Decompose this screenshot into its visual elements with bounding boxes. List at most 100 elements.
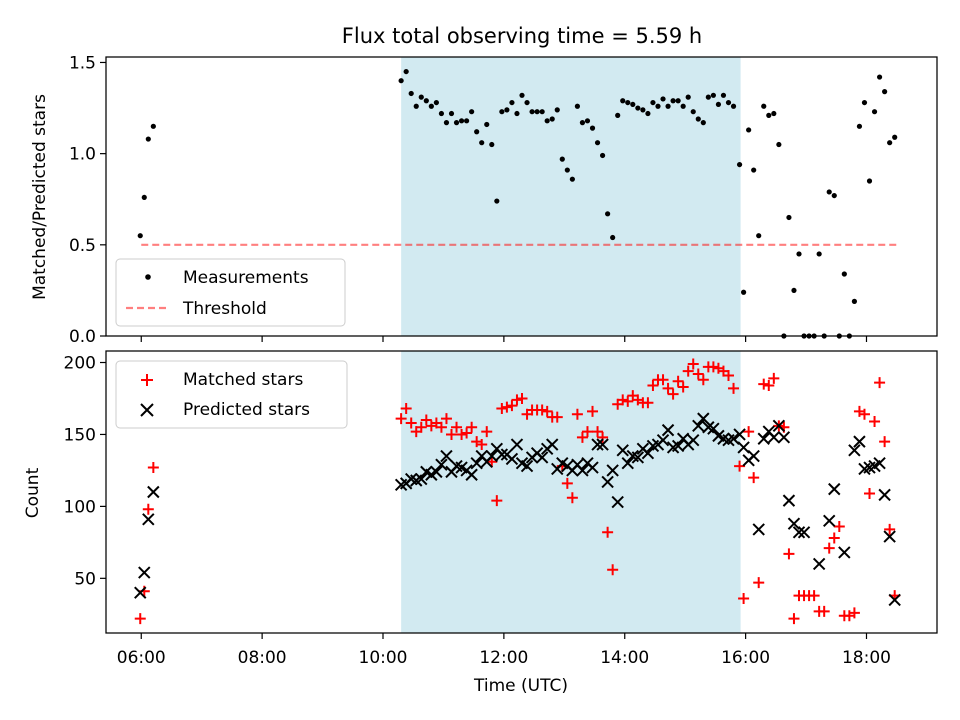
matched-star-point [758,378,770,390]
x-tick-label: 14:00 [600,648,649,668]
predicted-star-point [737,441,750,454]
predicted-star-point [485,449,498,463]
ratio-legend-box [115,258,346,327]
matched-star-point [783,548,795,560]
predicted-star-point [661,423,675,437]
matched-star-point [400,403,412,415]
predicted-star-point [546,438,559,451]
measurement-point [579,120,586,126]
measurement-point [150,123,156,129]
predicted-star-point [601,475,614,489]
matched-star-point [869,416,881,427]
measurement-point [645,110,651,117]
measurement-point [736,161,743,168]
matched-star-point [682,365,694,377]
predicted-star-point [440,449,453,463]
matched-star-point [763,380,775,392]
measurement-point [539,109,545,115]
measurement-point [675,98,681,104]
matched-star-point [808,590,820,602]
matched-star-point [768,372,780,384]
measurement-point [610,234,616,241]
measurement-point [660,96,666,102]
predicted-star-point [616,444,629,457]
predicted-star-point [631,451,645,464]
predicted-star-point [812,557,826,571]
predicted-star-point [772,419,786,433]
measurement-point [635,105,641,111]
predicted-star-point [848,444,861,457]
measurement-point [871,109,878,115]
predicted-star-point [797,526,811,539]
measurement-point [730,103,737,109]
measurement-point [831,192,837,199]
measurement-point [725,99,732,106]
matched-star-point [511,394,523,406]
matched-star-point [818,605,830,617]
count-y-axis-label: Count [23,467,43,518]
predicted-star-point [828,482,841,496]
measurement-point [776,141,782,148]
ratio-y-tick-label: 0.5 [69,236,96,256]
matched-star-point [420,414,432,426]
matched-star-point [440,413,452,425]
matched-star-point [456,428,468,440]
predicted-star-point [510,438,524,451]
measurement-point [751,167,757,173]
measurement-point [766,112,772,118]
x-tick-label: 10:00 [359,648,408,668]
predicted-star-point [535,451,549,464]
measurement-point [584,118,591,124]
predicted-star-point [707,422,720,435]
measurement-point [715,101,722,108]
measurement-point [690,109,696,115]
measurement-point [756,233,762,239]
measurement-point [559,156,565,162]
ratio-panel-frame [105,56,938,337]
measurement-point [403,68,409,75]
measurement-point [524,99,530,106]
matched-star-point [147,462,159,474]
matched-star-point [642,397,654,409]
matched-star-point [734,460,746,472]
measurement-point [464,118,470,124]
measurement-point [620,98,626,104]
matched-star-point [788,613,800,625]
measurement-point [494,198,500,204]
matched-star-point [864,487,876,499]
predicted-star-point [888,593,901,607]
measurement-point [443,120,450,126]
matched-star-point [551,411,563,423]
predicted-star-point [853,435,866,448]
predicted-star-point [591,438,604,451]
measurement-point [856,123,863,129]
predicted-star-point [147,485,160,499]
predicted-star-point [752,523,765,536]
count-panel-frame [105,350,938,634]
matched-star-point [501,401,513,413]
x-tick-label: 08:00 [238,648,287,668]
measurement-point [655,103,661,109]
measurement-point [569,176,575,182]
measurement-point [746,127,752,133]
predicted-star-point [838,546,851,559]
measurement-point [408,90,414,97]
predicted-star-point [883,530,896,543]
legend-marker-predicted [140,403,154,417]
matched-star-point [823,542,835,554]
measurement-point [786,214,792,221]
ratio-y-tick-label: 1.5 [69,53,96,73]
measurement-point [574,103,581,109]
measurement-point [145,136,151,142]
predicted-star-point [733,428,746,441]
matched-star-point [858,408,870,420]
predicted-star-point [687,433,700,447]
measurement-point [599,152,606,159]
matched-star-point [466,421,478,433]
measurement-point [615,112,621,118]
predicted-star-point [757,432,770,445]
measurement-point [428,103,434,109]
measurement-point [564,167,570,173]
predicted-star-point [495,448,509,461]
predicted-star-point [727,432,740,445]
